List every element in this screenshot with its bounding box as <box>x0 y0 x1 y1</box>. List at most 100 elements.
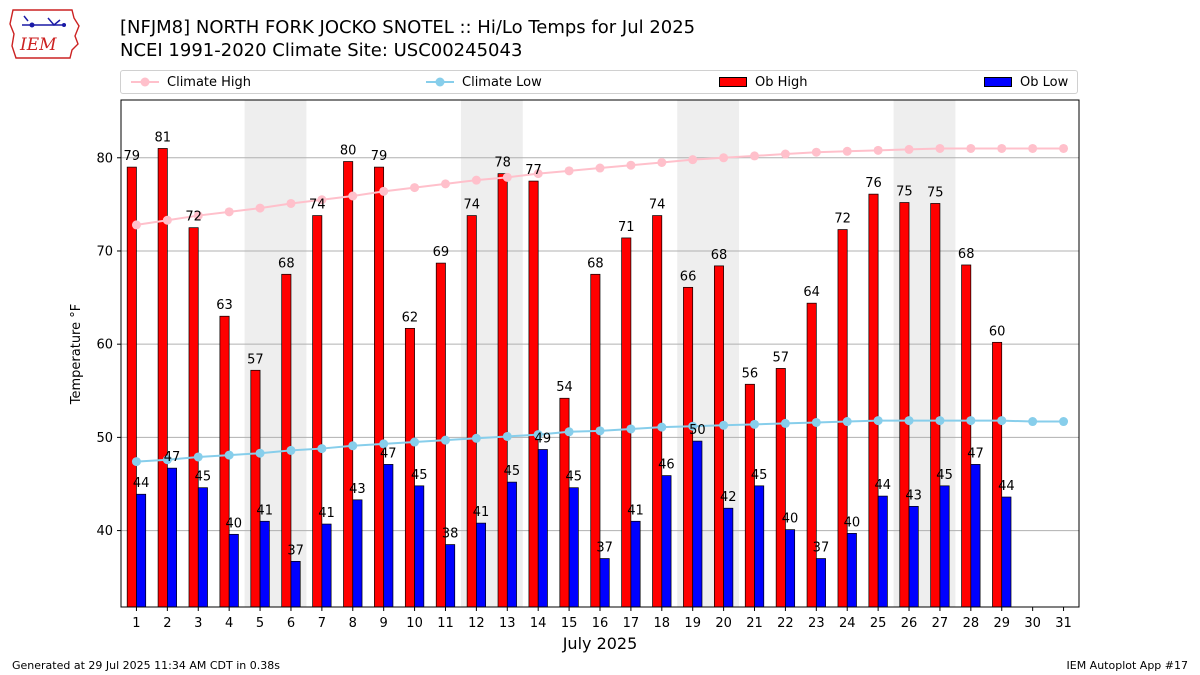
climate-low-point <box>440 435 450 445</box>
ob-high-value-label: 72 <box>834 212 851 227</box>
climate-low-point <box>564 427 574 437</box>
ob-low-value-label: 45 <box>411 468 428 483</box>
climate-low-point <box>317 444 327 454</box>
ob-low-value-label: 44 <box>133 476 150 491</box>
ob-high-bar <box>992 341 1003 608</box>
legend-ob-high: Ob High <box>719 71 808 93</box>
legend-climate-low: Climate Low <box>426 71 542 93</box>
climate-high-point <box>904 144 914 154</box>
ob-high-bar <box>806 302 817 608</box>
ob-high-value-label: 63 <box>216 298 233 313</box>
ob-low-bar <box>537 449 548 608</box>
ob-low-value-label: 40 <box>844 515 861 530</box>
ob-low-bar <box>908 505 919 608</box>
climate-high-point <box>811 147 821 157</box>
climate-high-point <box>719 153 729 163</box>
iem-logo: IEM <box>8 6 82 64</box>
ob-low-value-label: 43 <box>349 482 366 497</box>
x-tick-label: 10 <box>406 616 423 631</box>
x-tick-label: 16 <box>592 616 609 631</box>
ob-high-value-label: 75 <box>927 185 944 200</box>
ob-high-value-label: 76 <box>865 176 882 191</box>
x-tick-label: 27 <box>932 616 949 631</box>
climate-low-point <box>842 417 852 427</box>
ob-low-bar <box>630 520 641 608</box>
ob-low-value-label: 41 <box>256 503 273 518</box>
ob-low-value-label: 43 <box>905 488 922 503</box>
ob-high-bar <box>343 161 354 608</box>
ob-high-value-label: 71 <box>618 220 635 235</box>
climate-high-point <box>131 220 141 230</box>
climate-high-point <box>935 143 945 153</box>
ob-low-bar <box>661 475 672 608</box>
ob-high-bar <box>466 215 477 608</box>
ob-high-value-label: 68 <box>958 247 975 262</box>
climate-low-point <box>719 420 729 430</box>
ob-low-bar <box>167 467 177 608</box>
legend-ob-high-label: Ob High <box>755 74 808 90</box>
ob-low-bar <box>321 523 332 608</box>
ob-low-bar <box>506 481 517 608</box>
ob-low-value-label: 41 <box>627 503 644 518</box>
ob-low-value-label: 37 <box>596 541 613 556</box>
ob-low-bar <box>414 485 425 608</box>
ob-high-bar <box>775 368 786 608</box>
x-tick-label: 20 <box>715 616 732 631</box>
ob-high-value-label: 54 <box>556 380 573 395</box>
climate-low-point <box>595 426 605 436</box>
ob-low-value-label: 47 <box>380 446 397 461</box>
x-tick-label: 29 <box>993 616 1010 631</box>
ob-high-bar <box>219 315 230 608</box>
climate-high-point <box>564 166 574 176</box>
ob-low-bar <box>476 522 487 608</box>
ob-low-bar <box>939 485 950 608</box>
x-tick-label: 28 <box>963 616 980 631</box>
ob-low-bar <box>877 495 888 608</box>
ob-high-value-label: 77 <box>525 163 542 178</box>
climate-low-point <box>811 417 821 427</box>
y-tick-label: 60 <box>96 338 113 353</box>
x-tick-label: 26 <box>901 616 918 631</box>
ob-low-bar <box>599 558 610 608</box>
chart-title: [NFJM8] NORTH FORK JOCKO SNOTEL :: Hi/Lo… <box>120 17 696 38</box>
ob-low-value-label: 42 <box>720 490 737 505</box>
climate-high-point <box>873 145 883 155</box>
ob-low-bar <box>352 499 363 608</box>
y-tick-label: 40 <box>96 524 113 539</box>
ob-low-bar <box>259 520 270 608</box>
x-tick-label: 21 <box>746 616 763 631</box>
climate-high-point <box>193 211 203 221</box>
x-tick-label: 11 <box>437 616 454 631</box>
ob-low-value-label: 50 <box>689 423 706 438</box>
ob-high-bar <box>683 286 694 608</box>
iowa-outline-icon <box>9 9 80 59</box>
x-tick-label: 15 <box>561 616 578 631</box>
climate-high-point <box>162 215 172 225</box>
x-tick-label: 17 <box>623 616 640 631</box>
ob-high-value-label: 60 <box>989 324 1006 339</box>
x-tick-label: 6 <box>287 616 295 631</box>
ob-high-value-label: 74 <box>309 198 326 213</box>
ob-low-value-label: 46 <box>658 458 675 473</box>
climate-low-point <box>657 422 667 432</box>
x-tick-label: 25 <box>870 616 887 631</box>
climate-low-point <box>193 452 203 462</box>
x-tick-label: 12 <box>468 616 485 631</box>
ob-high-value-label: 68 <box>711 248 728 263</box>
ob-high-value-label: 62 <box>402 310 419 325</box>
ob-high-bar <box>713 265 724 608</box>
ob-low-swatch-icon <box>984 77 1012 87</box>
x-tick-label: 30 <box>1024 616 1041 631</box>
footer-generated: Generated at 29 Jul 2025 11:34 AM CDT in… <box>12 659 280 672</box>
x-tick-label: 2 <box>163 616 171 631</box>
climate-low-point <box>224 450 234 460</box>
ob-low-value-label: 45 <box>751 468 768 483</box>
legend-ob-low-label: Ob Low <box>1020 74 1069 90</box>
y-tick-label: 50 <box>96 431 113 446</box>
climate-low-point <box>131 457 141 467</box>
climate-high-point <box>502 172 512 182</box>
ob-high-value-label: 80 <box>340 144 357 159</box>
ob-low-bar <box>290 560 301 608</box>
ob-high-bar <box>868 193 879 608</box>
climate-low-point <box>1059 417 1069 427</box>
